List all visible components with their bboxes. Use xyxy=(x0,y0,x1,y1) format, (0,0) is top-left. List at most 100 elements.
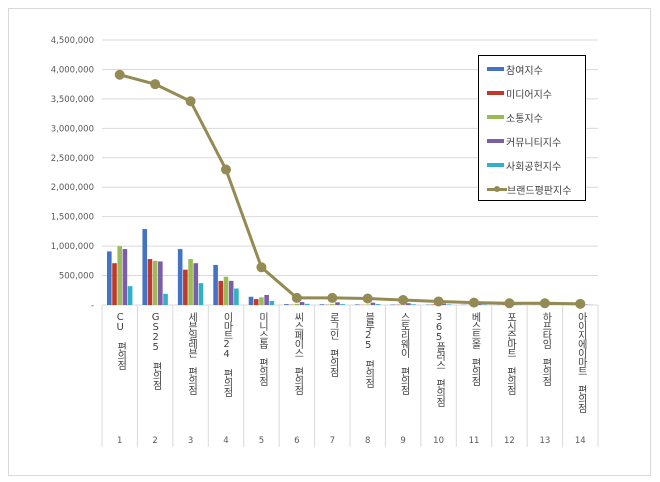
line-marker xyxy=(221,164,231,175)
rank-label: 1 xyxy=(117,436,122,446)
line-marker xyxy=(469,297,479,308)
bar xyxy=(441,303,447,305)
y-tick-label: 2,000,000 xyxy=(51,183,94,193)
line-marker xyxy=(150,79,161,90)
bar xyxy=(370,302,376,305)
line-marker xyxy=(362,293,373,304)
bar xyxy=(259,297,264,305)
bar xyxy=(355,304,360,305)
bar xyxy=(213,264,218,305)
bar xyxy=(142,229,148,305)
legend-label: 미디어지수 xyxy=(506,89,552,101)
category-label: 365플러스 편의점 xyxy=(433,312,445,406)
category-label: GS25 편의점 xyxy=(150,312,162,389)
rank-label: 14 xyxy=(575,436,586,446)
bar xyxy=(188,259,193,305)
line-marker xyxy=(291,292,302,303)
category-label: 스토리웨이 편의점 xyxy=(398,312,410,394)
bar xyxy=(112,263,117,305)
bar xyxy=(335,302,340,305)
bar xyxy=(223,276,229,305)
bar xyxy=(294,303,300,305)
bar xyxy=(248,296,254,305)
bar xyxy=(476,303,482,305)
y-tick-label: 1,000,000 xyxy=(51,242,94,252)
bar xyxy=(299,302,305,305)
bar xyxy=(127,286,133,305)
rank-label: 12 xyxy=(504,436,515,446)
bar xyxy=(198,283,204,305)
line-marker xyxy=(256,262,267,273)
bar xyxy=(304,303,310,305)
legend-swatch-participation-icon xyxy=(487,67,504,71)
line-marker xyxy=(398,294,409,305)
bar xyxy=(107,251,112,305)
legend-swatch-media-icon xyxy=(487,91,504,95)
category-label: 미니스톱 편의점 xyxy=(256,312,268,385)
bar xyxy=(193,263,199,305)
y-tick-label: 3,000,000 xyxy=(51,124,94,134)
bar xyxy=(329,304,335,305)
line-marker xyxy=(114,69,125,80)
bar xyxy=(264,294,269,305)
legend-item-social-contribution: 사회공헌지수 xyxy=(487,158,561,173)
category-label: 로그인 편의점 xyxy=(327,312,339,376)
legend-label: 참여지수 xyxy=(506,65,543,77)
category-label: 하프타임 편의점 xyxy=(539,312,551,385)
rank-label: 9 xyxy=(400,436,405,446)
bar xyxy=(406,303,411,305)
line-marker xyxy=(504,298,515,309)
category-label: 세븐일레븐 편의점 xyxy=(185,312,197,394)
rank-label: 13 xyxy=(539,436,550,446)
rank-label: 8 xyxy=(365,436,370,446)
line-marker xyxy=(185,96,196,107)
line-marker xyxy=(433,296,444,307)
y-tick-label: 1,500,000 xyxy=(51,213,94,223)
chart-legend: 참여지수 미디어지수 소통지수 커뮤니티지수 사회공헌지수 브랜드평판지수 xyxy=(478,55,586,201)
legend-swatch-social-contribution-icon xyxy=(487,163,504,167)
y-tick-label: 4,500,000 xyxy=(51,36,94,46)
category-label: CU 편의점 xyxy=(114,312,126,369)
bar xyxy=(365,304,371,305)
bar xyxy=(147,259,153,305)
line-marker xyxy=(327,292,338,303)
y-tick-label: - xyxy=(91,301,94,311)
legend-line-marker-icon xyxy=(487,185,507,192)
bar xyxy=(269,300,275,305)
rank-label: 2 xyxy=(152,436,157,446)
bar xyxy=(122,249,128,305)
brand-reputation-line xyxy=(119,73,581,306)
legend-item-participation: 참여지수 xyxy=(487,62,543,77)
legend-label: 브랜드평판지수 xyxy=(507,185,572,197)
legend-item-community: 커뮤니티지수 xyxy=(487,134,562,149)
rank-label: 7 xyxy=(330,436,335,446)
line-marker xyxy=(539,298,550,309)
bar xyxy=(183,269,188,305)
rank-label: 4 xyxy=(223,436,228,446)
bar xyxy=(375,304,381,305)
bar xyxy=(319,304,325,305)
category-label: 포시즌마트 편의점 xyxy=(504,312,516,394)
y-tick-label: 4,000,000 xyxy=(51,65,94,75)
y-tick-label: 500,000 xyxy=(59,272,94,282)
bar xyxy=(446,304,452,305)
legend-label: 커뮤니티지수 xyxy=(506,137,562,149)
bar xyxy=(411,304,416,305)
bar xyxy=(158,261,163,305)
bar xyxy=(117,246,123,305)
bar xyxy=(163,293,168,305)
line-marker xyxy=(575,298,586,309)
legend-item-brand-reputation: 브랜드평판지수 xyxy=(487,182,572,197)
bar xyxy=(218,280,224,305)
category-label: 블루25 편의점 xyxy=(362,312,374,387)
bar xyxy=(253,299,259,305)
bar xyxy=(284,304,289,305)
rank-label: 3 xyxy=(188,436,193,446)
category-label: 이마트24 편의점 xyxy=(221,312,232,396)
category-label: 아이지에이마트 편의점 xyxy=(575,312,587,412)
category-label: 씨스페이스 편의점 xyxy=(291,312,303,394)
y-tick-label: 3,500,000 xyxy=(51,95,94,105)
legend-swatch-community-icon xyxy=(487,139,504,143)
bar xyxy=(340,304,345,305)
